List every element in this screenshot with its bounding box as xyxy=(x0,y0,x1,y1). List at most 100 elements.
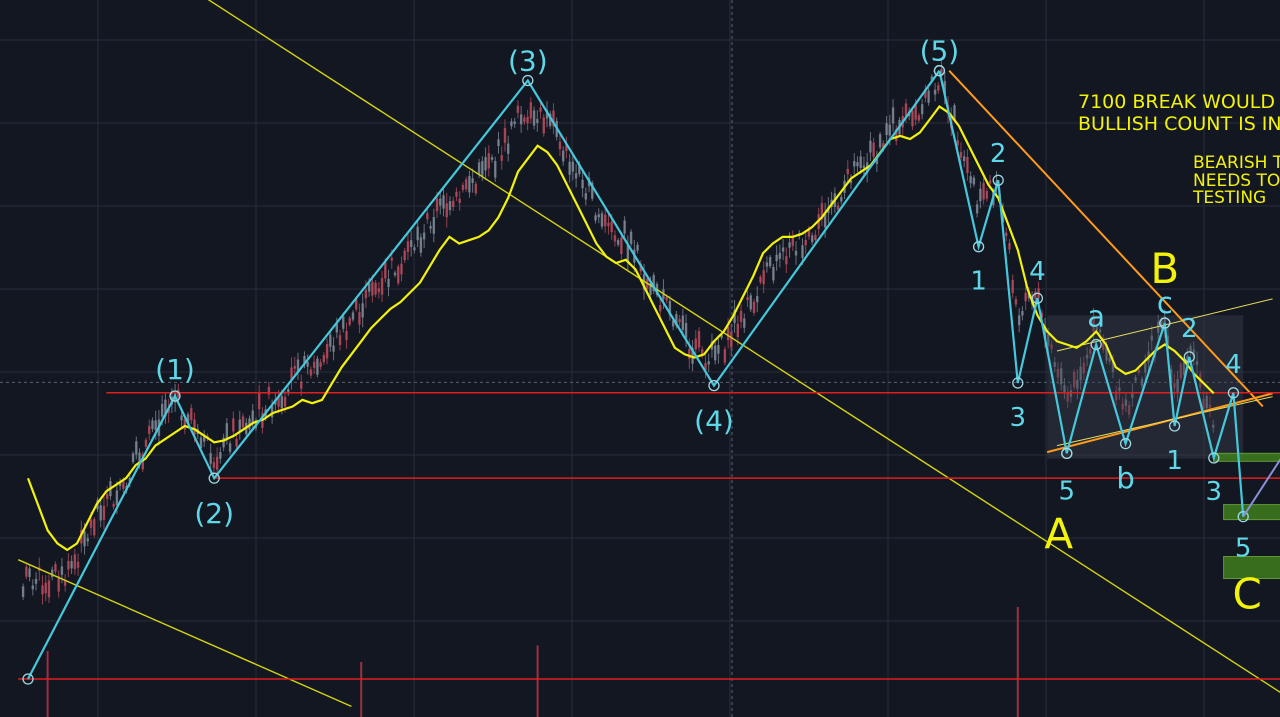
candle-body xyxy=(215,456,219,470)
candle-body xyxy=(1108,357,1111,362)
candle-body xyxy=(481,161,484,177)
candle-body xyxy=(1202,398,1205,410)
wave-c-subwave-label: 1 xyxy=(1166,446,1183,476)
candle-body xyxy=(1137,368,1141,373)
trendlines xyxy=(17,0,1280,708)
trendline-yellow-downtrend-upper xyxy=(207,0,1280,694)
candle-body xyxy=(1085,354,1089,359)
candle-body xyxy=(138,452,141,465)
candle-body xyxy=(1121,403,1124,410)
note-bearish-line-1: BEARISH TRIANGLE xyxy=(1193,153,1280,173)
wave-pivot-marker xyxy=(1208,452,1220,464)
candle-body xyxy=(44,582,47,594)
wave-pivot-marker xyxy=(1159,317,1171,329)
candle-body xyxy=(432,217,436,234)
candle-body xyxy=(41,585,44,595)
trendline-yellow-downtrend-lower xyxy=(17,559,352,708)
candle-body xyxy=(610,221,613,233)
candle-body xyxy=(83,531,86,547)
wave-a-impulse xyxy=(938,70,1068,454)
candle-body xyxy=(895,129,898,142)
candle-body xyxy=(367,283,371,292)
candle-body xyxy=(1111,360,1115,372)
candle-body xyxy=(969,176,972,184)
candle-body xyxy=(160,403,164,417)
volume-bars xyxy=(46,607,1019,717)
candle-body xyxy=(549,113,552,127)
candle-body xyxy=(355,299,358,310)
candle-body xyxy=(464,179,468,190)
candle-body xyxy=(820,203,824,220)
candle-body xyxy=(416,226,419,241)
candle-body xyxy=(151,420,154,430)
candle-body xyxy=(542,117,545,134)
candle-body xyxy=(461,184,465,190)
wave-pivot-marker xyxy=(1012,377,1024,389)
trendline-channel-lower xyxy=(1056,396,1273,447)
candle-body xyxy=(222,437,225,448)
target-zone xyxy=(1213,452,1280,462)
candle-body xyxy=(629,231,633,244)
candle-body xyxy=(966,156,969,173)
candle-body xyxy=(733,309,736,324)
candle-body xyxy=(684,323,688,339)
candle-body xyxy=(914,104,917,120)
candle-body xyxy=(422,232,426,240)
candle-body xyxy=(1034,291,1037,299)
candle-body xyxy=(1186,355,1189,364)
wave-pivot-marker xyxy=(992,174,1004,186)
wave-pivot-marker xyxy=(208,472,220,484)
candle-body xyxy=(988,180,992,184)
candle-body xyxy=(1118,387,1121,391)
candle-body xyxy=(652,275,655,292)
candle-body xyxy=(203,435,206,442)
candle-body xyxy=(962,156,966,162)
candle-body xyxy=(164,399,167,417)
candle-body xyxy=(1179,364,1183,379)
candle-body xyxy=(1076,379,1079,389)
candle-body xyxy=(374,282,377,295)
candle-body xyxy=(406,241,410,252)
candle-body xyxy=(872,142,875,157)
wave-pivot-marker xyxy=(1119,437,1132,450)
candle-body xyxy=(536,119,539,123)
wave-a-label: A xyxy=(1044,509,1073,558)
triangle-shaded-box xyxy=(1047,315,1244,459)
candle-body xyxy=(277,396,280,407)
candle-body xyxy=(345,331,348,341)
candle-body xyxy=(28,568,31,577)
candle-body xyxy=(384,262,387,279)
candle-body xyxy=(128,478,132,482)
candle-body xyxy=(393,272,397,276)
candle-body xyxy=(1205,396,1208,409)
candle-body xyxy=(1047,334,1050,346)
wave-c-subwave-label: 4 xyxy=(1225,350,1242,380)
candle-body xyxy=(287,389,290,394)
candle-body xyxy=(529,102,533,119)
candle-body xyxy=(849,180,853,184)
candle-body xyxy=(316,358,319,375)
candle-body xyxy=(296,359,300,373)
candle-body xyxy=(154,420,157,431)
candle-body xyxy=(1092,315,1095,332)
candle-body xyxy=(439,198,442,206)
candle-body xyxy=(658,305,662,312)
candle-body xyxy=(775,254,778,262)
candle-body xyxy=(34,578,38,584)
candle-body xyxy=(1157,321,1160,333)
candle-body xyxy=(940,68,943,76)
wave-pivot-marker xyxy=(933,65,946,77)
candle-body xyxy=(891,107,895,124)
candle-body xyxy=(300,381,303,389)
candle-body xyxy=(807,229,811,237)
candle-body xyxy=(342,316,345,329)
candle-body xyxy=(791,235,794,246)
candle-body xyxy=(597,214,600,218)
candle-body xyxy=(507,143,510,154)
candle-body xyxy=(1105,344,1108,361)
candle-body xyxy=(99,505,102,521)
candle-body xyxy=(1195,361,1199,365)
candle-body xyxy=(435,198,439,212)
candle-body xyxy=(888,124,892,136)
note-invalidate-line-2: BULLISH COUNT IS INVALIDATED xyxy=(1078,113,1280,135)
